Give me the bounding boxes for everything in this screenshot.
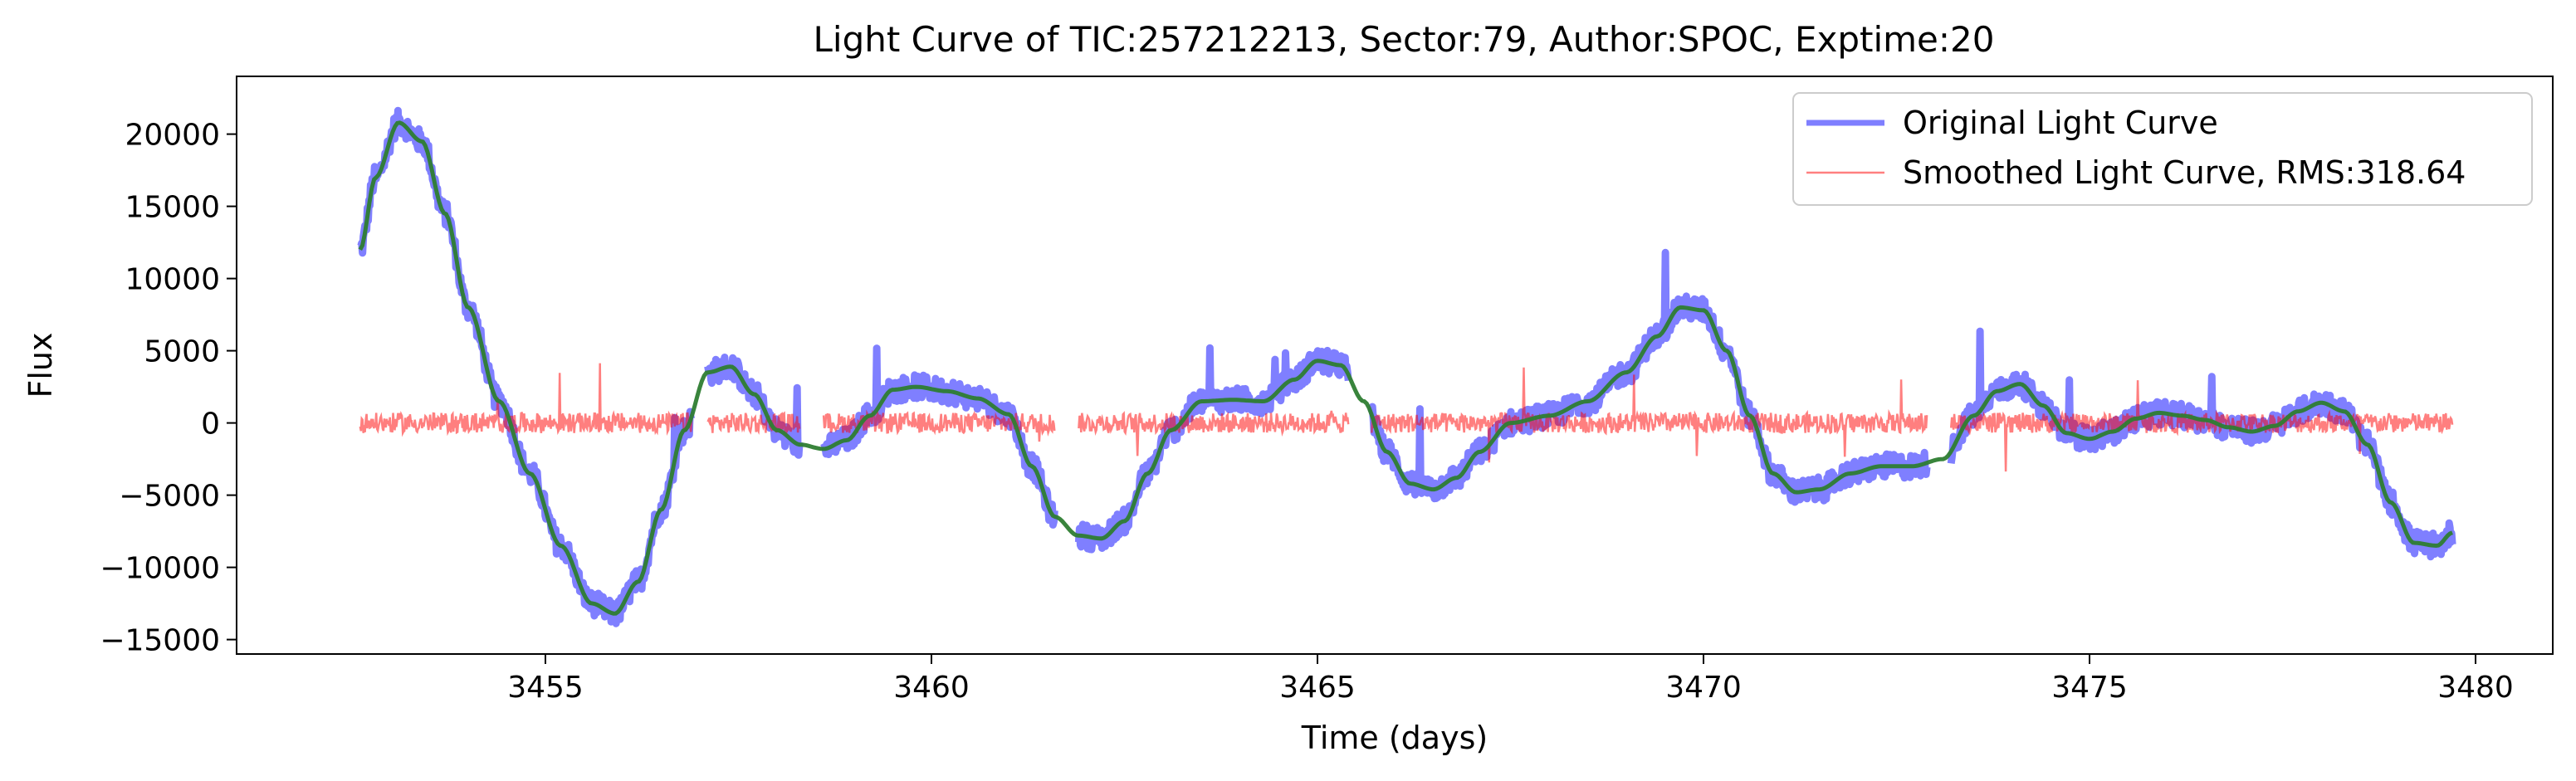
x-axis: 3455 3460 3465 3470 3475 3480 — [507, 654, 2514, 705]
x-axis-label: Time (days) — [1301, 720, 1488, 756]
plot-area — [236, 76, 2554, 655]
chart-title: Light Curve of TIC:257212213, Sector:79,… — [814, 19, 1995, 60]
legend-label-original: Original Light Curve — [1903, 105, 2218, 141]
x-tick-label: 3460 — [893, 671, 970, 705]
legend: Original Light Curve Smoothed Light Curv… — [1792, 92, 2533, 206]
y-tick-label: 10000 — [125, 263, 220, 297]
x-tick-label: 3470 — [1665, 671, 1742, 705]
y-axis-label: Flux — [22, 333, 59, 398]
y-tick-label: 15000 — [125, 191, 220, 225]
y-tick-label: −10000 — [100, 552, 220, 586]
x-tick-label: 3480 — [2437, 671, 2514, 705]
x-tick-label: 3465 — [1279, 671, 1356, 705]
y-tick-label: 0 — [201, 408, 220, 442]
y-tick-label: −5000 — [119, 480, 220, 514]
smoothed-light-curve-line — [359, 363, 2454, 472]
y-tick-label: −15000 — [100, 624, 220, 658]
x-tick-label: 3455 — [507, 671, 584, 705]
legend-box — [1792, 92, 2533, 206]
plot-frame — [236, 76, 2554, 655]
x-tick-label: 3475 — [2051, 671, 2128, 705]
trend-line — [358, 120, 2453, 616]
y-tick-label: 20000 — [125, 119, 220, 153]
y-tick-label: 5000 — [144, 335, 220, 369]
y-axis: −15000 −10000 −5000 0 5000 10000 15000 20000 — [100, 119, 237, 658]
data-layer — [357, 106, 2456, 627]
legend-label-smoothed: Smoothed Light Curve, RMS:318.64 — [1903, 154, 2466, 191]
